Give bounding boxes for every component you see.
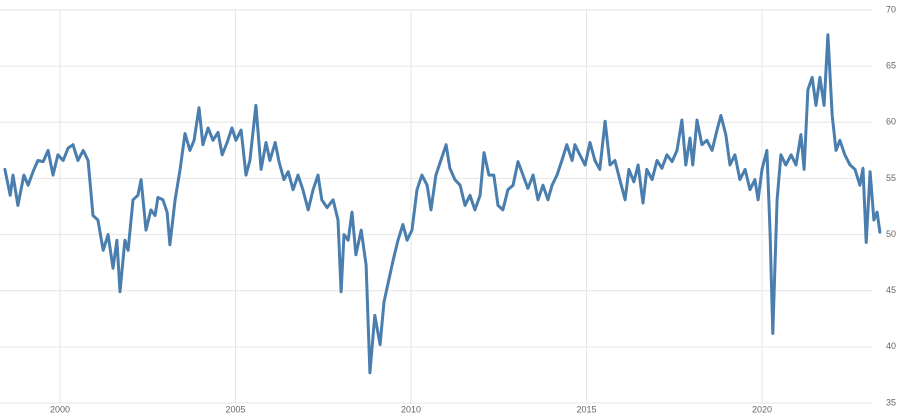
x-tick-label: 2015: [576, 404, 596, 414]
x-tick-label: 2020: [752, 404, 772, 414]
x-tick-label: 2010: [401, 404, 421, 414]
data-line: [3, 33, 882, 375]
y-tick-label: 60: [886, 117, 896, 127]
y-tick-label: 40: [886, 341, 896, 351]
y-tick-label: 55: [886, 173, 896, 183]
y-tick-label: 45: [886, 285, 896, 295]
y-tick-label: 70: [886, 4, 896, 14]
y-tick-label: 65: [886, 61, 896, 71]
y-tick-label: 50: [886, 229, 896, 239]
y-tick-label: 35: [886, 397, 896, 407]
x-tick-label: 2005: [225, 404, 245, 414]
x-tick-label: 2000: [50, 404, 70, 414]
